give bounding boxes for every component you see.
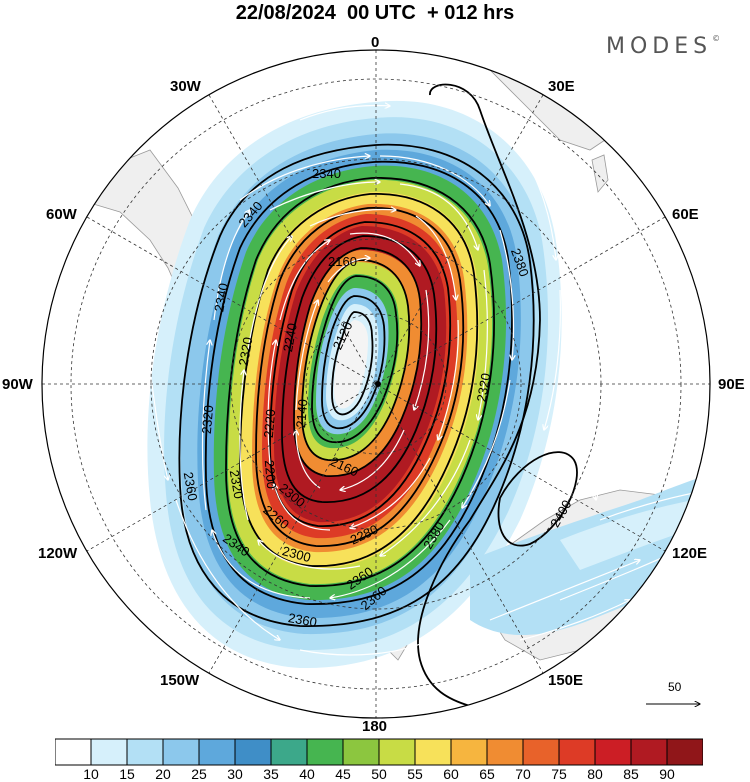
colorbar-swatch: [90, 738, 128, 766]
contour-2220: [293, 247, 423, 477]
contour-2160: [311, 275, 399, 444]
lon-label-120e: 120E: [672, 545, 708, 562]
contour-label: 2220: [261, 408, 278, 438]
wind-reference-label: 50: [668, 680, 682, 694]
colorbar: [55, 738, 703, 766]
colorbar-swatch: [522, 738, 560, 766]
contour-label: 2240: [280, 322, 300, 353]
contour-label: 2320: [236, 336, 256, 367]
contour-label: 2300: [281, 543, 313, 565]
contour-2140: [321, 295, 386, 430]
logo-text: MODES: [606, 34, 713, 59]
contour-2280: [255, 207, 465, 547]
colorbar-tick-label: 80: [587, 766, 603, 782]
madagascar: [591, 154, 609, 193]
colorbar-tick-label: 50: [371, 766, 387, 782]
contour-label: 2320: [474, 372, 494, 403]
east-blue-patch-inner: [560, 495, 710, 570]
colorbar-swatch: [486, 738, 524, 766]
colorbar-swatch: [558, 738, 596, 766]
colorbar-swatch: [342, 738, 380, 766]
colorbar-swatch: [594, 738, 632, 766]
lon-label-90e: 90E: [718, 376, 745, 393]
contour-label: 2200: [262, 459, 279, 489]
wind-streamlines: [139, 106, 710, 656]
colorbar-tick-label: 40: [299, 766, 315, 782]
colorbar-swatch: [414, 738, 452, 766]
lon-label-180: 180: [362, 718, 388, 735]
colorbar-tick-label: 25: [191, 766, 207, 782]
contour-2300: [239, 193, 479, 567]
wind-reference-vector: 50: [640, 680, 710, 720]
contour-label: 2340: [312, 166, 341, 181]
contour-label: 2340: [211, 282, 231, 313]
contour-label: 2320: [199, 404, 216, 434]
lon-label-30e: 30E: [548, 78, 575, 95]
contour-2360: [178, 143, 535, 627]
colorbar-tick-label: 10: [83, 766, 99, 782]
colorbar-swatch: [162, 738, 200, 766]
contour-label: 2160: [328, 254, 357, 269]
contour-label: 2360: [287, 610, 318, 630]
contour-2320: [225, 177, 495, 587]
colorbar-tick-label: 85: [623, 766, 639, 782]
logo-mark: ©: [712, 34, 721, 43]
colorbar-tick-label: 15: [119, 766, 135, 782]
height-contours: [178, 83, 578, 707]
map-content: [42, 50, 710, 718]
contour-2260: [269, 221, 452, 527]
core-0: [334, 320, 368, 409]
lon-label-90w: 90W: [2, 376, 33, 393]
colorbar-tick-label: 55: [407, 766, 423, 782]
lon-label-60w: 60W: [46, 206, 77, 223]
contour-2400: [497, 451, 578, 547]
colorbar-tick-label: 35: [263, 766, 279, 782]
colorbar-swatch: [306, 738, 344, 766]
colorbar-tick-label: 20: [155, 766, 171, 782]
modes-logo: MODES©: [606, 34, 720, 59]
colorbar-swatch: [234, 738, 272, 766]
colorbar-swatch: [666, 738, 703, 766]
colorbar-swatch: [630, 738, 668, 766]
lon-label-0: 0: [371, 34, 380, 51]
contour-2120: [331, 311, 374, 416]
contour-label: 2320: [227, 469, 247, 500]
colorbar-tick-label: 65: [479, 766, 495, 782]
lon-label-30w: 30W: [170, 78, 201, 95]
colorbar-tick-label: 75: [551, 766, 567, 782]
contour-label: 2140: [293, 398, 310, 428]
colorbar-swatch: [126, 738, 164, 766]
contour-2340: [204, 160, 513, 605]
lon-label-60e: 60E: [672, 206, 699, 223]
pole-marker: [375, 381, 381, 387]
colorbar-tick-label: 60: [443, 766, 459, 782]
map-title: 22/08/2024 00 UTC + 012 hrs: [235, 2, 515, 24]
lon-label-150e: 150E: [548, 672, 584, 689]
contour-label: 2360: [181, 471, 201, 502]
map-boundary: [41, 49, 711, 719]
colorbar-tick-label: 45: [335, 766, 351, 782]
colorbar-tick-label: 30: [227, 766, 243, 782]
colorbar-tick-label: 90: [659, 766, 675, 782]
colorbar-swatch: [55, 738, 92, 766]
graticule: [42, 50, 710, 718]
colorbar-tick-label: 70: [515, 766, 531, 782]
contour-2240: [281, 235, 438, 503]
colorbar-swatch: [378, 738, 416, 766]
lon-label-150w: 150W: [160, 672, 200, 689]
colorbar-swatch: [270, 738, 308, 766]
lon-label-120w: 120W: [38, 545, 78, 562]
colorbar-swatch: [198, 738, 236, 766]
colorbar-swatch: [450, 738, 488, 766]
